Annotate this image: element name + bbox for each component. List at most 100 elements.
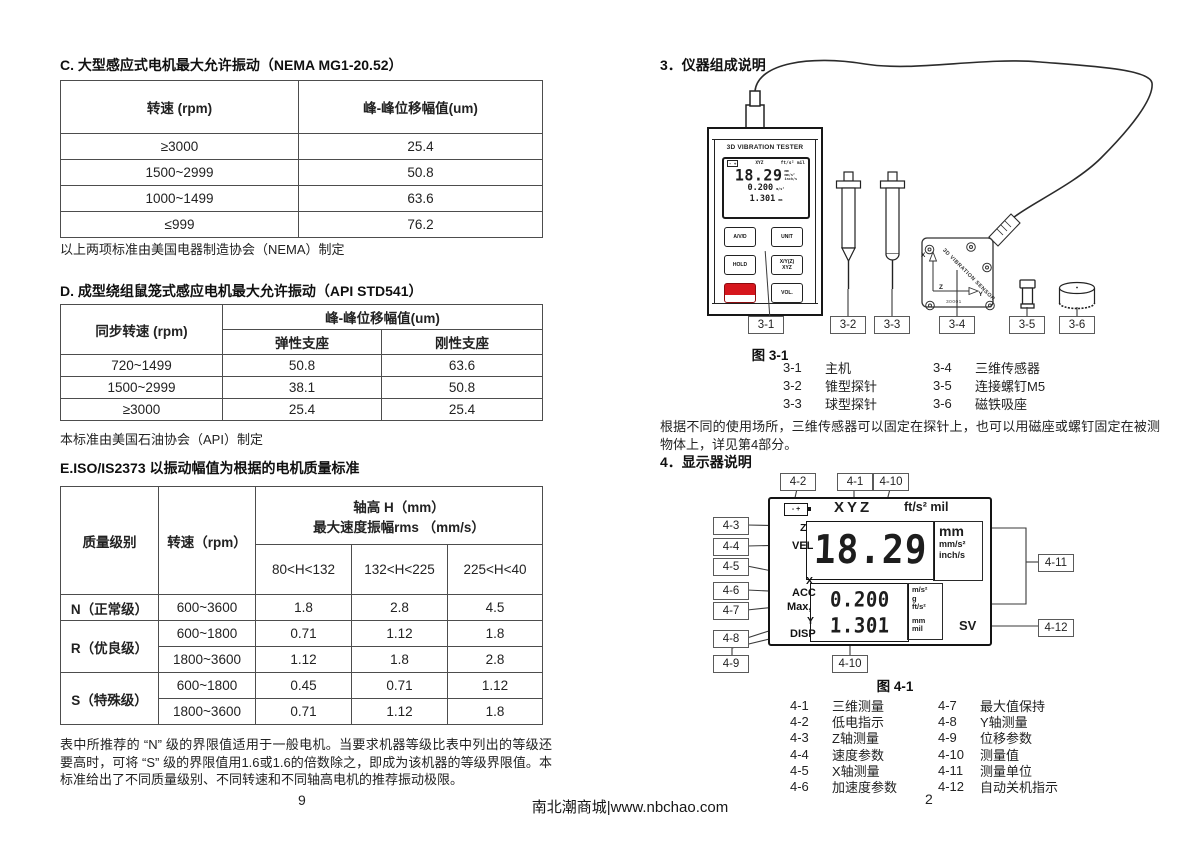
legend-text: 加速度参数 (832, 780, 898, 796)
legend-text: 主机 (825, 360, 852, 376)
callout-4-10-bottom: 4-10 (832, 655, 868, 673)
row-header: N（正常级） (60, 594, 159, 621)
legend-item: 3-4 三维传感器 (933, 358, 1045, 376)
cell: ≥3000 (60, 133, 299, 160)
legend-id: 4-1 (790, 697, 809, 713)
figure-3-1-caption: 图 3-1 (751, 348, 789, 363)
unit-inchs: inch/s (939, 550, 966, 560)
cell: 63.6 (381, 354, 543, 377)
cell: ≤999 (60, 211, 299, 238)
lcd-unit: inch/s (784, 177, 798, 181)
cell: 76.2 (298, 211, 543, 238)
cell: 600~1800 (158, 672, 256, 699)
main-unit: 3D VIBRATION TESTER - + XYZ ft/s² mil 18… (707, 127, 823, 316)
col-header: 132<H<225 (351, 544, 448, 595)
lcd-unit: mm (784, 169, 789, 173)
cell: 1500~2999 (60, 376, 223, 399)
lcd-sub1: 0.200 (747, 183, 774, 193)
legend-text: 锥型探针 (825, 378, 878, 394)
legend-text: 自动关机指示 (980, 780, 1059, 796)
sub-value-1: 0.200 (829, 587, 890, 612)
cell: 25.4 (381, 398, 543, 421)
legend-id: 4-8 (938, 713, 957, 729)
legend-item: 3-2 锥型探针 (783, 376, 877, 394)
legend-item: 3-5 连接螺钉M5 (933, 376, 1045, 394)
cell: 38.1 (222, 376, 382, 399)
col-header: 轴高 H（mm） 最大速度振幅rms （mm/s） (254, 486, 544, 545)
vol-button-label: VOL. (781, 290, 793, 296)
sub-unit: ft/s² (912, 602, 926, 611)
cell: 0.45 (255, 672, 352, 699)
sub-unit: mil (912, 624, 923, 633)
bezel-line (712, 303, 818, 304)
table-iso: 质量级别 转速（rpm） 轴高 H（mm） 最大速度振幅rms （mm/s） 8… (60, 486, 544, 725)
legend-text: 球型探针 (825, 396, 878, 412)
cell: 720~1499 (60, 354, 223, 377)
legend-text: 三维传感器 (975, 360, 1041, 376)
lcd-axes: XYZ (755, 161, 764, 166)
lcd-sub1-unit: m/s² (776, 187, 785, 191)
legend-item: 4-11 测量单位 (938, 762, 1058, 779)
avd-button-label: A/V/D (733, 234, 747, 240)
row-header: S（特殊级） (60, 672, 159, 725)
span-header-line1: 轴高 H（mm） (353, 499, 445, 515)
sensor-cable (754, 59, 1153, 219)
power-button[interactable] (724, 283, 756, 303)
legend-id: 4-3 (790, 730, 809, 746)
legend-text: 连接螺钉M5 (975, 378, 1046, 394)
ball-probe (879, 171, 906, 289)
section-4-heading: 4．显示器说明 (660, 454, 752, 470)
legend-text: 低电指示 (832, 714, 885, 730)
legend-id: 4-10 (938, 746, 965, 762)
cell: 2.8 (446, 646, 544, 673)
unit-button-label: UNIT (781, 234, 793, 240)
callout-4-6: 4-6 (713, 582, 749, 600)
legend-id: 3-3 (783, 395, 802, 411)
hold-button[interactable]: HOLD (724, 255, 756, 275)
axis-select-button[interactable]: X/Y(Z) XYZ (771, 255, 803, 275)
legend-item: 4-12 自动关机指示 (938, 778, 1059, 796)
legend-item: 4-8 Y轴测量 (938, 713, 1058, 730)
vol-button[interactable]: VOL. (771, 283, 803, 303)
cell: 1.12 (446, 672, 544, 699)
sub-unit: g (912, 593, 917, 603)
legend-id: 3-6 (933, 395, 952, 411)
legend-item: 4-7 最大值保持 (938, 697, 1058, 714)
sub-unit: mm (912, 615, 926, 625)
axis-z-label: Z (939, 284, 943, 291)
legend-text: 位移参数 (980, 731, 1033, 747)
display-diagram: - + XYZ ft/s² mil 18.29 mm mm/s² inch/s … (768, 497, 992, 646)
auto-off-indicator: SV (959, 618, 977, 633)
figure-3-1-legend-left: 3-1 主机 3-2 锥型探针 3-3 球型探针 (783, 358, 877, 412)
page-number-right: 2 (925, 791, 933, 807)
indicator-x: X (806, 575, 814, 587)
indicator-max: Max, (787, 601, 812, 613)
avd-button[interactable]: A/V/D (724, 227, 756, 247)
indicator-z: Z (800, 522, 807, 534)
bezel-line (712, 139, 818, 140)
callout-3-3: 3-3 (874, 316, 910, 334)
legend-text: 磁铁吸座 (975, 396, 1028, 412)
section-e-paragraph: 表中所推荐的 “N” 级的界限值适用于一般电机。当要求机器等级比表中列出的等级还… (60, 737, 552, 787)
legend-id: 4-2 (790, 713, 809, 729)
sub-unit: m/s² (912, 585, 928, 594)
magnet-base (1058, 281, 1096, 310)
legend-item: 4-10 测量值 (938, 746, 1058, 763)
unit-mm: mm (939, 523, 964, 539)
unit-mms2: mm/s² (939, 539, 966, 549)
callout-3-6: 3-6 (1059, 316, 1095, 334)
lcd-sub2: 1.301 (749, 194, 776, 204)
legend-item: 4-1 三维测量 (790, 697, 897, 714)
cell: 1.8 (255, 594, 352, 621)
col-header: 转速（rpm） (158, 486, 256, 595)
device-lcd: - + XYZ ft/s² mil 18.29 mm mm/s² inch/s … (722, 157, 810, 219)
bezel-line (815, 140, 816, 303)
lcd-unit-top: ft/s² mil (780, 161, 805, 166)
axis-x-label: X (921, 252, 926, 259)
section-e-title: E.ISO/IS2373 以振动幅值为根据的电机质量标准 (60, 460, 360, 476)
sub-units-box: m/s² g ft/s² mm mil (907, 583, 943, 640)
lcd-unit: mm/s² (784, 173, 796, 177)
display-axes: XYZ (834, 499, 873, 516)
unit-button[interactable]: UNIT (771, 227, 803, 247)
